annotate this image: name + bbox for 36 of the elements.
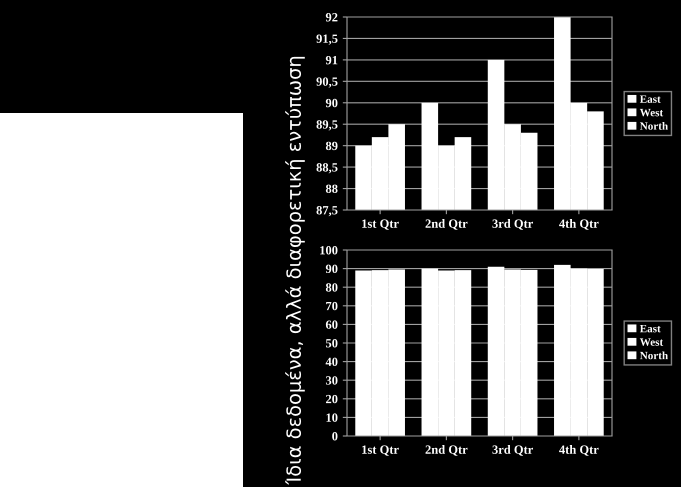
y-tick-label: 70 [326,302,338,310]
y-tick-label: 90,5 [316,77,338,88]
y-tick-label: 92 [326,13,338,22]
y-tick-label: 10 [326,413,338,422]
y-tick-label: 60 [326,320,338,329]
y-tick-label: 40 [326,358,338,366]
y-tick-label: 90 [326,98,338,108]
y-tick-label: 91 [326,56,338,64]
y-tick-label: 20 [326,394,338,404]
y-tick-label: 0 [332,432,338,440]
y-tick-label: 89 [326,142,338,150]
y-axis-title: Ίδια δεδομένα, αλλά διαφορετική εντύπωση [285,56,305,485]
y-tick-label: 30 [326,376,338,385]
x-tick-label: 3rd Qtr [492,445,534,456]
x-tick-label: 2nd Qtr [426,445,468,456]
y-tick-label: 87,5 [316,206,338,216]
legend-label: West [640,108,664,116]
legend-label: North [640,351,668,360]
y-tick-label: 91,5 [316,34,338,45]
legend-label: West [640,338,664,346]
x-tick-label: 1st Qtr [362,445,399,456]
x-tick-label: 2nd Qtr [426,219,468,230]
y-tick-label: 88 [326,184,338,194]
x-tick-label: 4th Qtr [559,219,599,230]
y-tick-label: 50 [326,339,338,348]
y-tick-label: 88,5 [316,163,338,174]
x-tick-label: 3rd Qtr [492,219,534,230]
y-tick-label: 80 [326,283,338,292]
legend-label: East [640,324,661,332]
legend-label: East [640,95,661,103]
y-tick-label: 90 [326,264,338,274]
x-tick-label: 1st Qtr [362,219,399,230]
y-tick-label: 100 [320,246,338,254]
legend-label: North [640,122,668,130]
x-tick-label: 4th Qtr [559,445,599,456]
y-tick-label: 89,5 [316,120,338,130]
